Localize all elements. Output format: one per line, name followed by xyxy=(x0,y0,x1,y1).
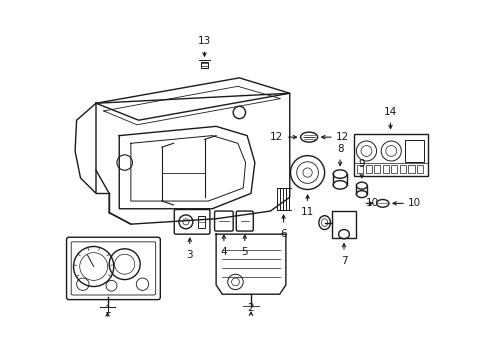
Bar xyxy=(390,165,397,172)
Text: 12: 12 xyxy=(335,132,348,142)
Text: 11: 11 xyxy=(300,207,314,217)
Text: 2: 2 xyxy=(247,303,254,314)
Bar xyxy=(332,211,355,238)
Text: 4: 4 xyxy=(220,247,227,257)
Bar xyxy=(200,62,208,68)
Bar xyxy=(399,165,405,172)
Bar xyxy=(373,165,380,172)
Text: 12: 12 xyxy=(270,132,283,142)
Text: 6: 6 xyxy=(280,229,286,239)
Bar xyxy=(405,140,423,162)
Bar xyxy=(356,165,363,172)
Text: 10: 10 xyxy=(365,198,378,208)
Bar xyxy=(197,216,204,228)
Bar xyxy=(365,165,371,172)
Bar xyxy=(382,165,388,172)
Bar xyxy=(353,134,427,176)
Text: 1: 1 xyxy=(104,305,111,315)
Text: 3: 3 xyxy=(186,250,193,260)
Bar xyxy=(407,165,414,172)
Text: 5: 5 xyxy=(241,247,247,257)
Text: 8: 8 xyxy=(336,144,343,154)
Text: 9: 9 xyxy=(358,159,365,169)
Bar xyxy=(416,165,422,172)
Text: 13: 13 xyxy=(198,36,211,46)
Text: 14: 14 xyxy=(383,107,396,117)
Text: 10: 10 xyxy=(407,198,420,208)
Text: 7: 7 xyxy=(340,256,346,266)
